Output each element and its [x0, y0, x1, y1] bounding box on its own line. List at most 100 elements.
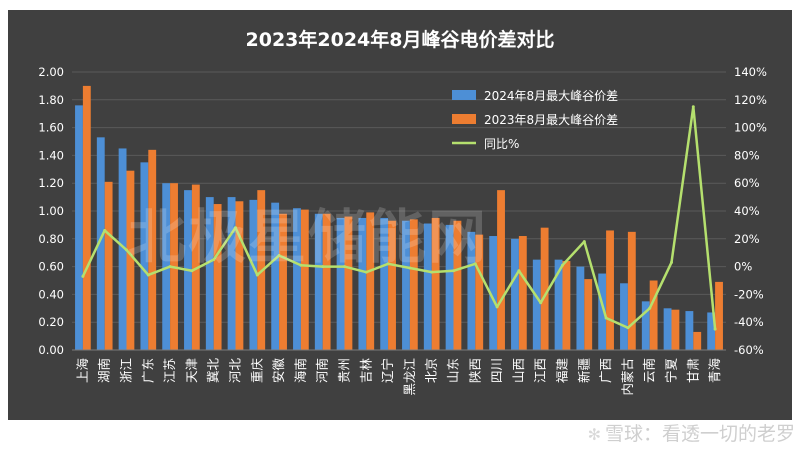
y2-tick-label: -20%: [734, 287, 764, 301]
y-tick-label: 0.60: [38, 260, 64, 274]
x-tick-label: 内蒙古: [620, 358, 635, 396]
legend-label: 2023年8月最大峰谷价差: [484, 113, 618, 127]
yoy-point: [364, 270, 368, 274]
chart-title: 2023年2024年8月峰谷电价差对比: [246, 28, 555, 51]
x-tick-label: 北京: [424, 358, 439, 383]
footer-text: 雪球：看透一切的老罗: [604, 423, 795, 445]
x-tick-label: 天津: [184, 358, 199, 383]
bar-2023: [235, 201, 244, 350]
bar-2023: [388, 220, 396, 350]
bar-2023: [104, 181, 113, 350]
bar-2024: [707, 312, 716, 350]
x-tick-label: 江西: [533, 358, 548, 383]
bar-2024: [75, 105, 83, 350]
y2-tick-label: -60%: [734, 343, 764, 357]
yoy-point: [81, 274, 85, 278]
x-tick-label: 河北: [228, 358, 243, 384]
x-tick-label: 山东: [446, 358, 461, 383]
bar-2024: [140, 162, 149, 350]
x-tick-label: 陕西: [467, 358, 482, 383]
x-tick-label: 江苏: [162, 358, 177, 383]
y-tick-label: 2.00: [38, 65, 64, 79]
bar-2023: [627, 231, 636, 350]
bar-2024: [358, 217, 367, 350]
bar-2024: [576, 266, 585, 350]
bar-2023: [126, 170, 135, 350]
yoy-point: [691, 105, 695, 109]
y-tick-label: 1.60: [38, 121, 64, 135]
yoy-point: [670, 260, 673, 264]
x-tick-label: 河南: [315, 358, 330, 383]
yoy-point: [255, 273, 259, 277]
bar-2023: [649, 280, 658, 350]
x-tick-label: 安徽: [271, 358, 286, 384]
bar-2024: [162, 183, 171, 350]
bar-2023: [497, 190, 505, 350]
y-tick-label: 1.20: [38, 176, 64, 190]
bar-2023: [518, 236, 527, 350]
bar-2023: [584, 279, 593, 350]
yoy-point: [430, 270, 434, 274]
yoy-point: [495, 305, 499, 309]
bar-2024: [293, 208, 301, 350]
yoy-point: [125, 248, 128, 252]
bar-2024: [641, 301, 650, 350]
x-axis: 上海 湖南 浙江 广东 江苏 天津 冀北 河北 重庆 安徽 海南 河南 贵州 吉林 辽宁 黑龙江 北京 山东 陕西四…: [72, 349, 726, 396]
x-tick-label: 上海: [75, 358, 90, 384]
bar-2024: [314, 213, 323, 350]
y2-tick-label: 100%: [734, 121, 767, 135]
y-tick-label: 0.40: [38, 287, 64, 301]
y-axis-left: 0.00 0.20 0.40 0.60 0.80 1.00 1.20 1.40 1.60 1.80…: [38, 65, 64, 357]
bar-2024: [380, 217, 389, 350]
legend-swatch: [452, 90, 476, 100]
bar-2023: [453, 220, 462, 350]
yoy-point: [539, 301, 543, 305]
x-tick-label: 青海: [707, 358, 722, 384]
bar-2024: [249, 199, 258, 350]
yoy-point: [473, 262, 477, 266]
bar-2024: [227, 197, 236, 350]
yoy-point: [103, 228, 107, 232]
y2-tick-label: 40%: [734, 204, 760, 218]
x-tick-label: 吉林: [358, 358, 373, 384]
y2-tick-label: 20%: [734, 232, 760, 246]
bar-2023: [693, 331, 702, 350]
bar-2024: [467, 231, 476, 350]
bar-2024: [205, 197, 214, 350]
bar-2024: [402, 220, 410, 350]
bar-2023: [191, 184, 200, 350]
x-tick-label: 重庆: [249, 358, 264, 384]
bar-2023: [344, 216, 353, 350]
chart: 2023年2024年8月峰谷电价差对比 0.00 0.20 0.40 0.60 0.80…: [38, 28, 767, 396]
snowflake-icon: ✻: [587, 425, 601, 444]
bar-2023: [562, 261, 571, 350]
x-tick-label: 辽宁: [380, 358, 395, 383]
y2-tick-label: -40%: [734, 315, 764, 329]
bar-2024: [663, 308, 672, 350]
y2-tick-label: 60%: [734, 176, 760, 190]
y-tick-label: 0.80: [38, 232, 64, 246]
bar-2024: [489, 236, 498, 350]
y-tick-label: 1.00: [38, 204, 64, 218]
bar-2023: [366, 212, 375, 350]
yoy-line-path: [81, 105, 717, 330]
yoy-line: [81, 105, 717, 331]
yoy-point: [277, 253, 281, 257]
bar-2024: [445, 224, 454, 350]
bar-2023: [671, 309, 680, 350]
bar-2023: [322, 213, 331, 350]
x-tick-label: 冀北: [206, 358, 221, 384]
bar-2023: [279, 213, 287, 350]
bar-2024: [685, 311, 694, 350]
bar-2023: [300, 209, 309, 350]
bar-2023: [82, 85, 91, 351]
yoy-point: [386, 262, 390, 266]
y2-tick-label: 140%: [734, 65, 767, 79]
y2-tick-label: 80%: [734, 148, 760, 162]
x-tick-label: 贵州: [337, 358, 352, 383]
yoy-point: [452, 269, 455, 273]
yoy-point: [146, 273, 150, 277]
yoy-point: [713, 327, 717, 331]
x-tick-label: 湖南: [97, 358, 112, 383]
